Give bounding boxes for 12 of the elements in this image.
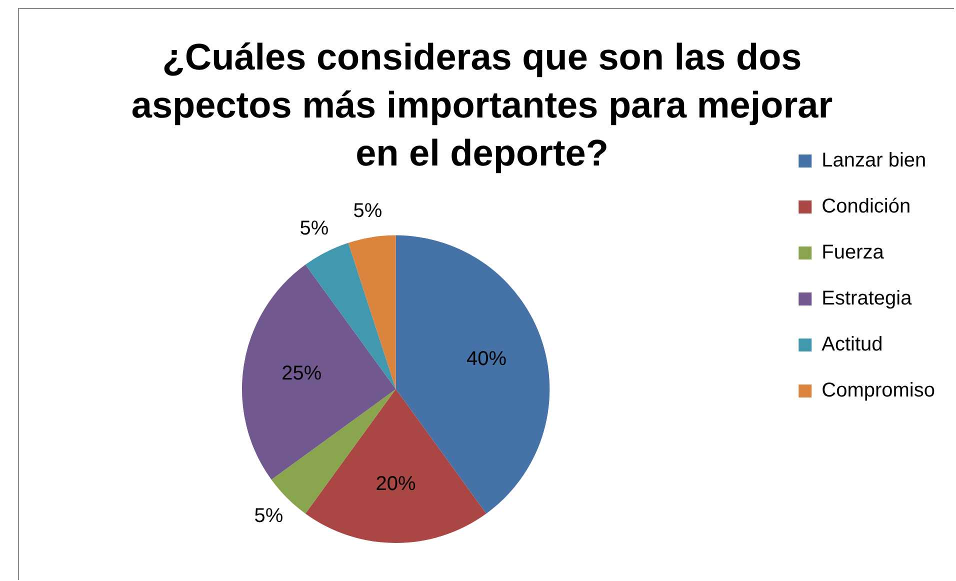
data-label: 5% — [300, 217, 329, 240]
data-label: 25% — [282, 362, 322, 385]
data-label: 20% — [376, 473, 416, 496]
data-label: 40% — [466, 348, 507, 370]
legend-label: Lanzar bien — [822, 150, 926, 172]
legend-label: Estrategia — [822, 288, 913, 310]
legend-label: Condición — [822, 196, 911, 218]
legend-label: Actitud — [822, 334, 883, 356]
legend-label: Compromiso — [822, 380, 935, 402]
legend-label: Fuerza — [822, 242, 885, 264]
data-label: 5% — [353, 200, 382, 222]
data-label: 5% — [254, 504, 284, 527]
